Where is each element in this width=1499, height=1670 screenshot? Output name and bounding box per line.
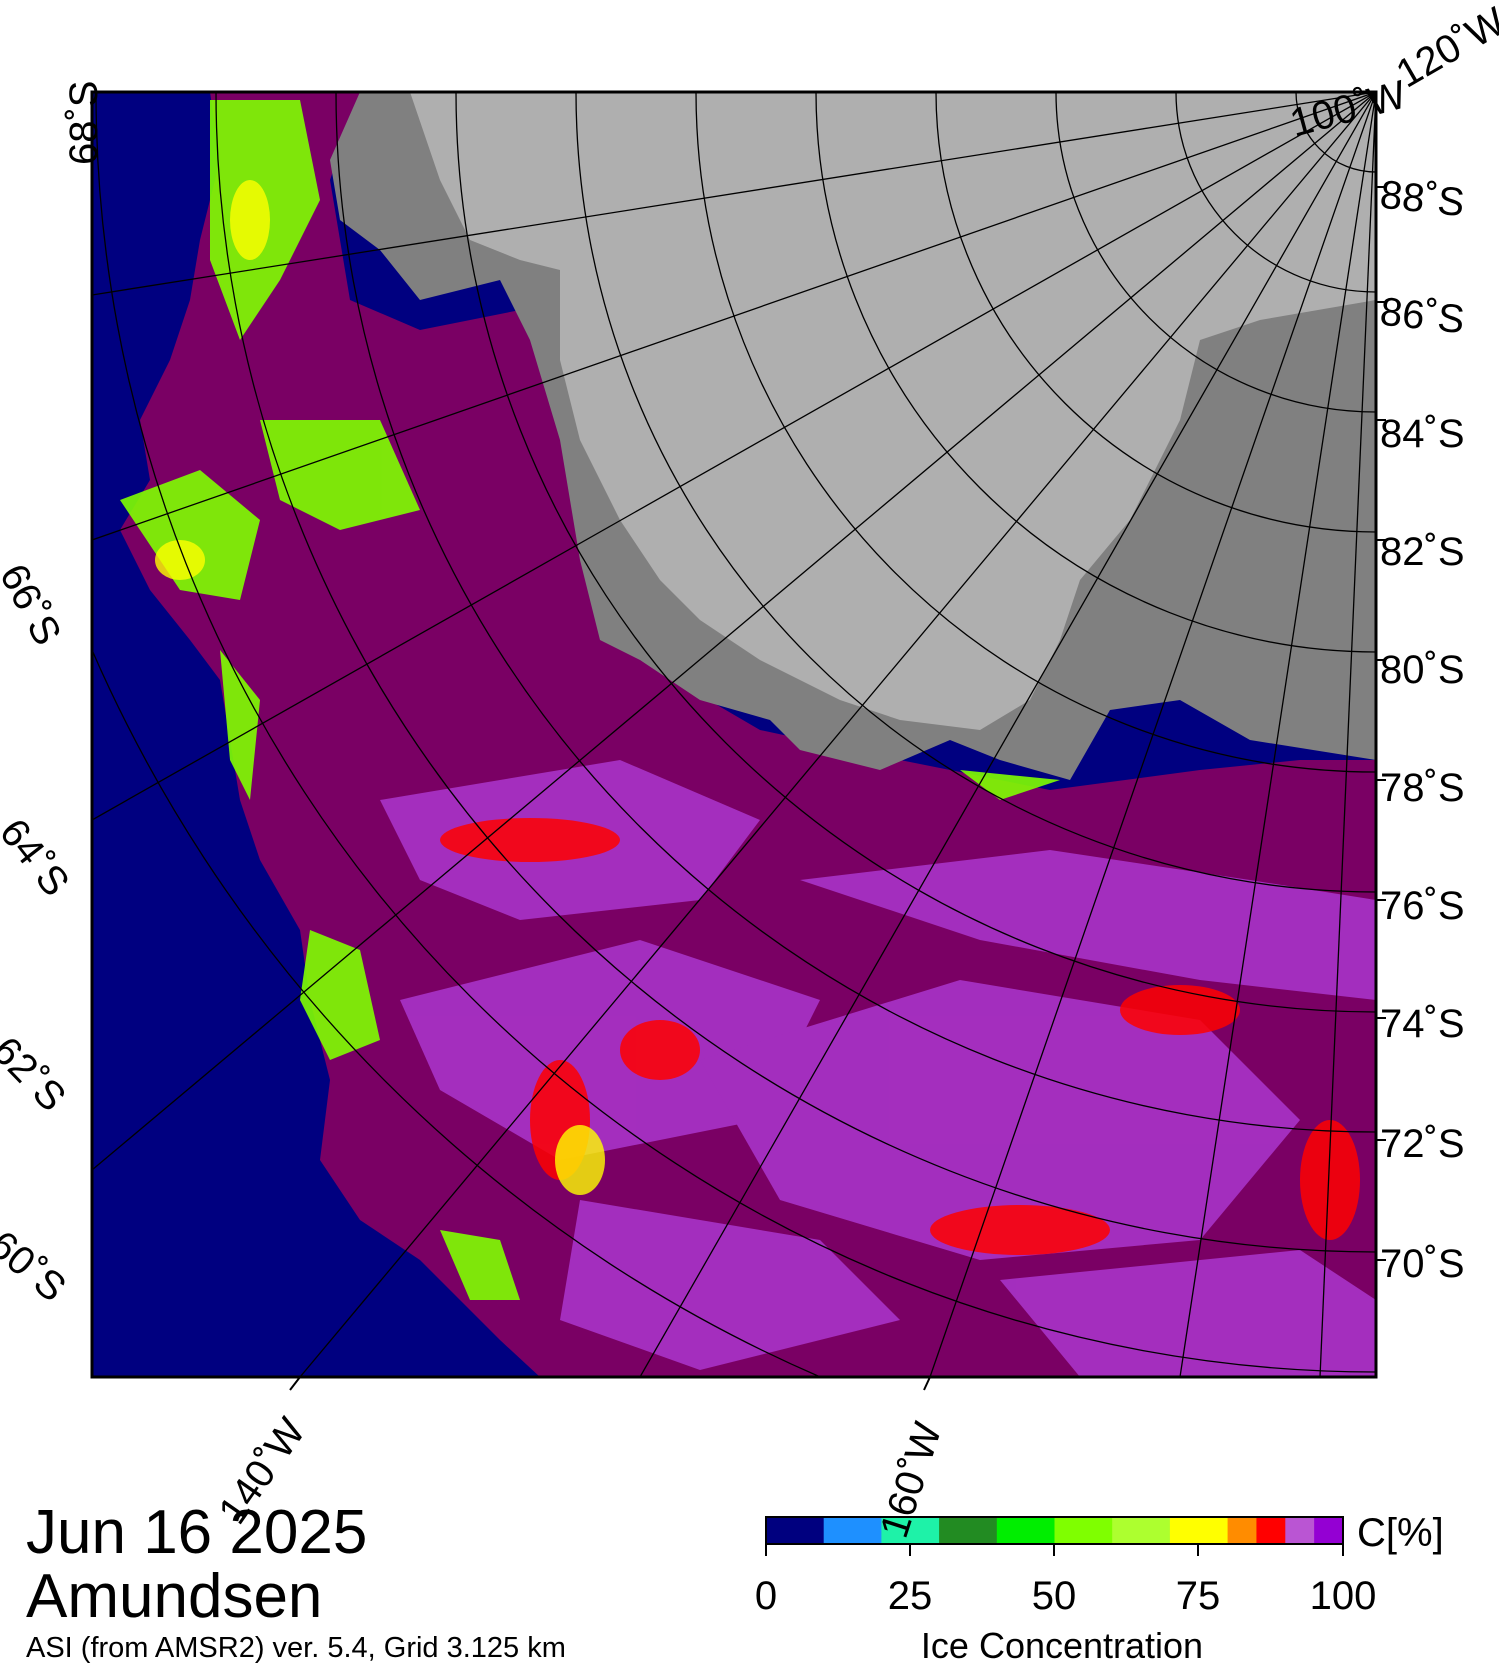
- colorbar-segment: [1256, 1517, 1286, 1544]
- frame-ticks: [289, 186, 1386, 1391]
- ice-edge-yellow: [155, 180, 605, 1195]
- lat-label-84: 84˚S: [1380, 412, 1465, 456]
- lat-label-78: 78˚S: [1380, 766, 1465, 810]
- lat-label-72: 72˚S: [1380, 1122, 1465, 1166]
- lat-label-88: 88˚S: [1377, 172, 1467, 226]
- colorbar-segment: [1112, 1517, 1171, 1544]
- colorbar-tick-75: 75: [1175, 1574, 1221, 1618]
- ice-texture: [380, 760, 1376, 1377]
- lat-label-76: 76˚S: [1380, 884, 1465, 928]
- colorbar-ticks: [765, 1544, 1344, 1556]
- graticule: [92, 92, 1376, 1377]
- colorbar-segment: [1227, 1517, 1257, 1544]
- colorbar-tick-0: 0: [754, 1574, 778, 1618]
- colorbar-segment: [766, 1517, 825, 1544]
- colorbar: [766, 1517, 1344, 1544]
- colorbar-tick-100: 100: [1309, 1574, 1377, 1618]
- map-frame: [90, 90, 1378, 1379]
- lat-label-74: 74˚S: [1380, 1002, 1465, 1046]
- colorbar-segment: [823, 1517, 882, 1544]
- lat-label-68: 68˚S: [62, 80, 106, 166]
- map-date: Jun 16 2025: [26, 1498, 368, 1567]
- colorbar-segment: [996, 1517, 1055, 1544]
- lat-label-70: 70˚S: [1380, 1242, 1465, 1286]
- lat-label-86: 86˚S: [1377, 289, 1467, 343]
- lat-label-80: 80˚S: [1380, 648, 1465, 692]
- colorbar-title: Ice Concentration: [920, 1625, 1204, 1666]
- colorbar-segment: [881, 1517, 940, 1544]
- product-info: ASI (from AMSR2) ver. 5.4, Grid 3.125 km: [26, 1632, 566, 1664]
- region-name: Amundsen: [26, 1562, 323, 1631]
- colorbar-tick-25: 25: [887, 1574, 933, 1618]
- colorbar-segment: [1285, 1517, 1315, 1544]
- colorbar-segment: [1169, 1517, 1229, 1544]
- lat-label-82: 82˚S: [1380, 530, 1465, 574]
- colorbar-segment: [939, 1517, 998, 1544]
- colorbar-segment: [1054, 1517, 1113, 1544]
- colorbar-unit: C[%]: [1357, 1511, 1444, 1555]
- land-ice-shelf: [410, 92, 1376, 730]
- colorbar-segment: [1314, 1517, 1344, 1544]
- colorbar-tick-50: 50: [1031, 1574, 1077, 1618]
